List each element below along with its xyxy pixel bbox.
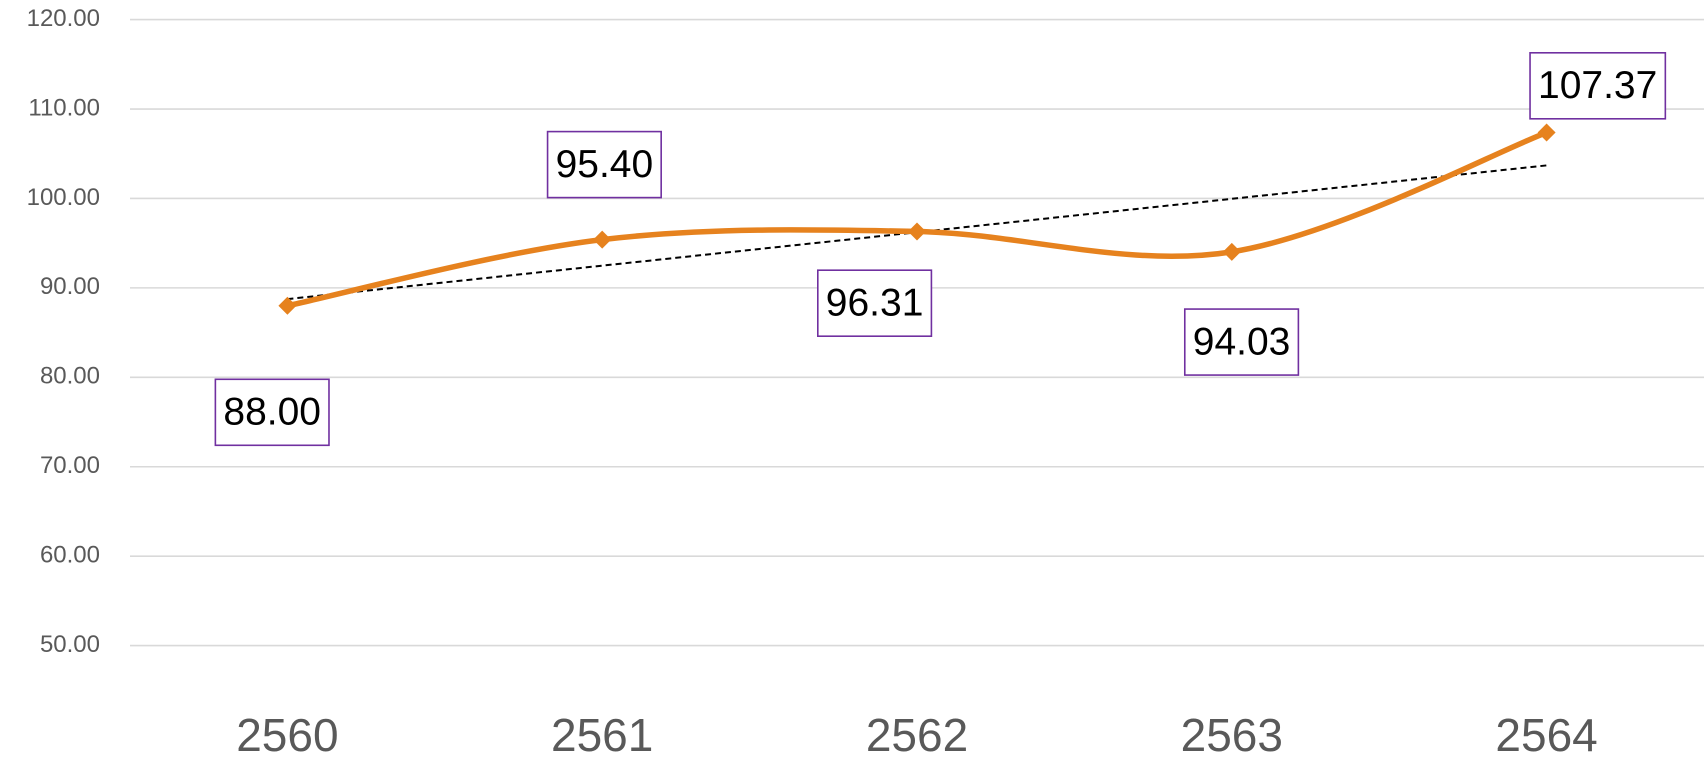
y-tick-label: 120.00 (27, 5, 100, 32)
y-tick-label: 90.00 (40, 273, 100, 300)
data-label: 88.00 (214, 378, 330, 447)
y-tick-label: 110.00 (28, 94, 100, 121)
marker (908, 222, 926, 241)
y-tick-label: 100.00 (27, 184, 100, 211)
marker (593, 230, 612, 249)
data-label-text: 107.37 (1538, 64, 1657, 107)
data-label-box (1529, 52, 1667, 120)
marker (1537, 123, 1556, 142)
marker (278, 296, 297, 315)
data-label: 96.31 (817, 269, 933, 337)
y-tick-label: 70.00 (40, 452, 100, 479)
data-label: 94.03 (1183, 308, 1300, 376)
x-tick-label: 2560 (236, 709, 338, 761)
data-label-box (817, 269, 933, 337)
data-label-text: 94.03 (1193, 320, 1291, 363)
x-tick-label: 2563 (1181, 709, 1283, 761)
data-label: 107.37 (1529, 52, 1667, 120)
y-tick-label: 60.00 (40, 542, 100, 569)
x-tick-label: 2562 (866, 709, 968, 761)
x-tick-label: 2564 (1495, 709, 1597, 761)
y-tick-label: 80.00 (40, 363, 100, 390)
y-tick-label: 50.00 (40, 631, 100, 658)
data-label-text: 95.40 (556, 143, 654, 186)
data-label-text: 88.00 (223, 391, 321, 434)
data-label: 95.40 (546, 130, 662, 199)
marker (1222, 242, 1241, 261)
data-label-box (1183, 308, 1300, 376)
x-tick-label: 2561 (551, 709, 653, 761)
data-label-box (214, 378, 330, 447)
data-label-box (546, 130, 662, 199)
data-label-text: 96.31 (826, 281, 924, 324)
